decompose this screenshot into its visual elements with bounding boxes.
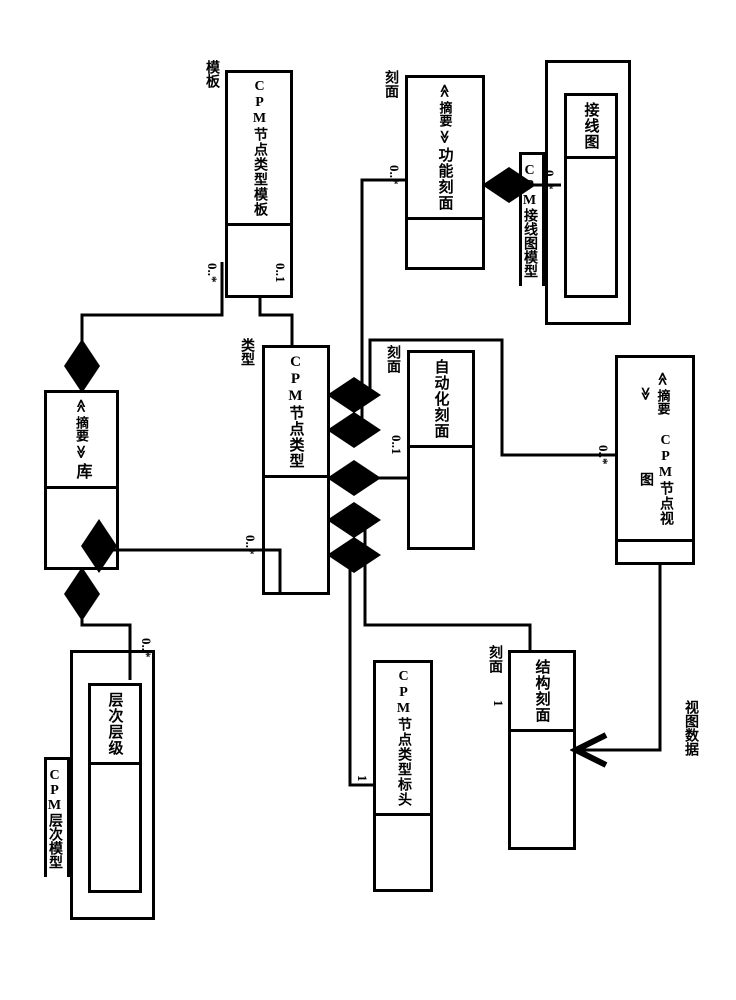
package-wiring-tab-label: CPM接线图模型 xyxy=(522,163,537,278)
mult-type-to-auto: 0..1 xyxy=(388,435,404,455)
class-node-type-header-name: CPM节点类型标头 xyxy=(393,669,413,807)
class-library: ≪ 摘要 ≫ 库 xyxy=(44,390,119,570)
class-node-view-name: CPM节点视图 xyxy=(635,426,675,533)
mult-type-to-func: 0..* xyxy=(386,165,402,185)
package-hierarchy-tab-label: CPM层次模型 xyxy=(47,768,62,869)
class-automation-facet: 自动化刻面 xyxy=(407,350,475,550)
class-node-type-header: CPM节点类型标头 xyxy=(373,660,433,892)
mult-lib-to-type: 0..* xyxy=(242,535,258,555)
class-node-type-template-name: CPM节点类型模板 xyxy=(249,79,269,217)
class-function-facet-name: 功能刻面 xyxy=(435,147,456,211)
role-template: 模板 xyxy=(201,60,221,88)
class-library-stereotype: ≪ 摘要 ≫ xyxy=(72,399,91,459)
class-structure-facet-name: 结构刻面 xyxy=(532,659,553,723)
class-structure-facet: 结构刻面 xyxy=(508,650,576,850)
class-function-facet: ≪ 摘要 ≫ 功能刻面 xyxy=(405,75,485,270)
class-node-type-name: CPM节点类型 xyxy=(286,354,307,469)
mult-func-to-wiring: 0..* xyxy=(541,170,557,190)
assoc-view-data: 视图数据 xyxy=(680,700,700,756)
mult-type-to-header: 1 xyxy=(354,775,370,782)
class-wiring-diagram: 接线图 xyxy=(564,93,618,298)
class-library-name: 库 xyxy=(70,463,94,480)
mult-type-to-structure: 1 xyxy=(490,700,506,707)
class-function-facet-stereotype: ≪ 摘要 ≫ xyxy=(436,84,455,144)
mult-type-to-template: 0..1 xyxy=(272,263,288,283)
role-facet-3: 刻面 xyxy=(380,70,400,98)
class-node-view: ≪ 摘要 ≫ CPM节点视图 xyxy=(615,355,695,565)
role-facet-1: 刻面 xyxy=(484,645,504,673)
package-wiring-body: 接线图 xyxy=(545,60,631,325)
mult-type-to-view: 0..* xyxy=(595,445,611,465)
class-hierarchy-level: 层次层级 xyxy=(88,683,142,893)
mult-lib-to-template: 0..* xyxy=(204,263,220,283)
package-hierarchy-body: 层次层级 xyxy=(70,650,155,920)
role-type: 类型 xyxy=(236,338,256,366)
class-node-view-stereotype: ≪ 摘要 ≫ xyxy=(638,364,673,423)
role-facet-2: 刻面 xyxy=(382,345,402,373)
class-automation-facet-name: 自动化刻面 xyxy=(431,359,452,439)
class-node-type: CPM节点类型 xyxy=(262,345,330,595)
class-wiring-diagram-name: 接线图 xyxy=(581,102,602,150)
package-hierarchy-tab: CPM层次模型 xyxy=(44,757,70,877)
class-hierarchy-level-name: 层次层级 xyxy=(105,692,126,756)
mult-lib-to-hier: 0..* xyxy=(138,638,154,658)
